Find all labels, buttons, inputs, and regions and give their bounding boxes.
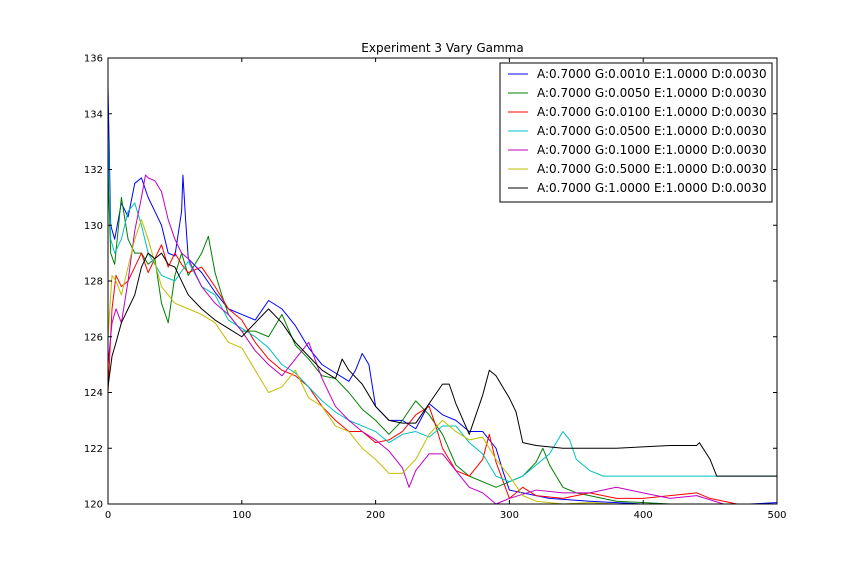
series-line-1 <box>107 85 778 505</box>
legend-box <box>499 62 773 203</box>
legend-label-6: A:0.7000 G:0.5000 E:1.0000 D:0.0030 <box>537 162 767 176</box>
y-tick-label: 124 <box>84 388 103 399</box>
y-tick-label: 132 <box>84 165 103 176</box>
y-tick-label: 120 <box>84 500 103 511</box>
y-tick-label: 122 <box>84 444 103 455</box>
legend-label-5: A:0.7000 G:0.1000 E:1.0000 D:0.0030 <box>537 143 767 157</box>
legend-label-1: A:0.7000 G:0.0010 E:1.0000 D:0.0030 <box>537 67 767 81</box>
legend-label-3: A:0.7000 G:0.0100 E:1.0000 D:0.0030 <box>537 105 767 119</box>
series-line-7 <box>107 252 777 477</box>
y-tick-label: 128 <box>84 277 103 288</box>
axes-layer: 0 100 200 300 400 500 120 122 124 126 128 130 132 134… <box>84 54 787 522</box>
legend-label-7: A:0.7000 G:1.0000 E:1.0000 D:0.0030 <box>537 181 767 195</box>
x-tick-label: 300 <box>500 510 519 521</box>
series-line-5 <box>107 174 777 505</box>
series-layer <box>107 85 778 505</box>
chart-title: Experiment 3 Vary Gamma <box>361 41 523 55</box>
y-tick-label: 136 <box>84 54 103 65</box>
x-tick-label: 400 <box>634 510 653 521</box>
legend-label-4: A:0.7000 G:0.0500 E:1.0000 D:0.0030 <box>537 124 767 138</box>
legend-label-2: A:0.7000 G:0.0050 E:1.0000 D:0.0030 <box>537 86 767 100</box>
y-tick-label: 126 <box>84 332 103 343</box>
x-tick-label: 0 <box>105 510 111 521</box>
x-tick-label: 500 <box>767 510 786 521</box>
y-tick-label: 134 <box>84 109 103 120</box>
y-tick-label: 130 <box>84 221 103 232</box>
series-line-3 <box>107 244 777 505</box>
x-tick-label: 200 <box>366 510 385 521</box>
legend: A:0.7000 G:0.0010 E:1.0000 D:0.0030 A:0.7… <box>499 62 773 203</box>
series-line-6 <box>107 219 777 505</box>
x-tick-label: 100 <box>232 510 251 521</box>
